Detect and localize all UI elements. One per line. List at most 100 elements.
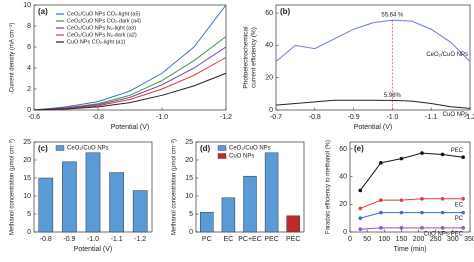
legend-swatch: [55, 145, 65, 151]
series-label: CeO₂/CuO NPs: [426, 52, 468, 58]
y-tick-label: 0: [189, 229, 193, 236]
x-tick-label: 50: [363, 236, 371, 243]
y-axis-label: Methanol concentration (μmol cm⁻²): [172, 139, 178, 235]
y-tick-label: 0: [27, 229, 31, 236]
legend-label: CeO₂/CuO NPs: [229, 146, 271, 152]
bar: [264, 152, 279, 233]
y-tick-label: 20: [23, 157, 31, 164]
x-tick-label: 350: [464, 236, 474, 243]
x-tick-label: 100: [378, 236, 390, 243]
x-tick-label: -0.8: [40, 236, 52, 243]
panel: (b) 0 20 40 60 Photoelectrochemical current ef…: [243, 4, 474, 131]
panel: (d) 0 5 10 15 20 25 Methanol concentration (μmo…: [172, 139, 305, 243]
panel-label: (c): [38, 144, 48, 153]
data-line: [275, 99, 471, 109]
series-label: EC: [455, 202, 464, 208]
y-tick-label: 5: [27, 211, 31, 218]
y-tick-label: 8: [27, 23, 31, 30]
data-point: [399, 198, 404, 202]
legend-label: CuO NPs: [229, 154, 254, 160]
value-label: 5.98%: [384, 93, 402, 99]
x-axis-label: Time (min): [393, 246, 426, 253]
y-axis-label: Current density (mA cm⁻²): [10, 23, 16, 93]
y-tick-label: 6: [27, 44, 31, 51]
data-point: [379, 160, 383, 165]
x-tick-label: -0.7: [270, 114, 282, 121]
legend-label: CeO₂/CuO NPs N₂-light (a3): [67, 25, 136, 31]
x-tick-label: PEC: [286, 236, 300, 243]
data-point: [440, 226, 445, 230]
y-tick-label: 40: [265, 42, 273, 49]
y-tick-label: 0: [269, 107, 273, 114]
value-label: 55.64 %: [381, 13, 404, 19]
y-tick-label: 10: [23, 193, 31, 200]
legend-label: CeO₂/CuO NPs CO₂-light (a5): [67, 11, 141, 17]
panel: (e) 0 20 40 60 Faradaic efficiency to methano…: [326, 140, 474, 253]
plot-frame: [349, 141, 471, 233]
x-tick-label: 300: [447, 236, 459, 243]
x-tick-label: -1.1: [111, 236, 123, 243]
plot-frame: [275, 4, 471, 111]
x-tick-label: 200: [413, 236, 425, 243]
data-line: [360, 212, 464, 219]
data-point: [461, 226, 465, 230]
y-tick-label: 0: [343, 229, 347, 236]
data-point: [420, 151, 424, 155]
x-axis-label: Potential (V): [354, 124, 393, 131]
data-line: [33, 4, 227, 111]
data-line: [33, 72, 227, 111]
x-tick-label: PC: [202, 236, 212, 243]
data-point: [399, 226, 404, 230]
data-point: [420, 210, 424, 215]
y-tick-label: 20: [339, 201, 347, 208]
x-tick-label: -1.1: [425, 114, 437, 121]
series-label: CuO NPs: [443, 112, 468, 118]
series-label: PEC: [451, 148, 464, 154]
data-point: [358, 227, 363, 232]
y-tick-label: 20: [265, 75, 273, 82]
x-tick-label: -1.0: [386, 114, 398, 121]
bar: [109, 172, 124, 233]
x-tick-label: -0.9: [63, 236, 75, 243]
y-axis-label: Faradaic efficiency to methanol (%): [326, 140, 332, 234]
x-tick-label: 150: [396, 236, 408, 243]
x-tick-label: -1.2: [220, 114, 232, 121]
bar: [243, 175, 257, 233]
legend-label: CeO₂/CuO NPs CO₂-dark (a4): [67, 18, 141, 24]
data-point: [420, 196, 424, 201]
x-tick-label: -0.9: [348, 114, 360, 121]
bar: [200, 211, 214, 233]
panel-label: (e): [354, 144, 364, 153]
y-tick-label: 20: [185, 157, 193, 164]
legend-swatch: [217, 153, 227, 159]
y-tick-label: 15: [23, 175, 31, 182]
data-point: [461, 155, 465, 160]
x-tick-label: -0.8: [309, 114, 321, 121]
y-tick-label: 60: [339, 146, 347, 153]
x-axis-label: Potential (V): [74, 246, 113, 253]
bar: [62, 161, 77, 233]
data-point: [358, 206, 363, 211]
y-tick-label: 15: [185, 175, 193, 182]
data-point: [379, 210, 383, 215]
legend-swatch: [217, 145, 227, 151]
data-point: [358, 188, 363, 193]
y-tick-label: 10: [185, 193, 193, 200]
y-tick-label: 4: [27, 65, 31, 72]
data-point: [461, 196, 465, 201]
series-label: PC: [455, 216, 464, 222]
panel-label: (d): [200, 144, 211, 153]
y-tick-label: 25: [23, 139, 31, 146]
bar: [85, 152, 101, 233]
x-tick-label: PEC: [264, 236, 278, 243]
y-axis-label: Photoelectrochemical: [243, 26, 250, 89]
y-tick-label: 60: [265, 10, 273, 17]
data-line: [360, 227, 464, 230]
data-line: [275, 19, 471, 62]
x-tick-label: 250: [430, 236, 442, 243]
y-tick-label: 25: [185, 139, 193, 146]
data-point: [420, 226, 424, 230]
y-axis-label: Methanol concentration (μmol cm⁻²): [10, 139, 16, 235]
x-axis-label: Potential (V): [111, 124, 150, 131]
